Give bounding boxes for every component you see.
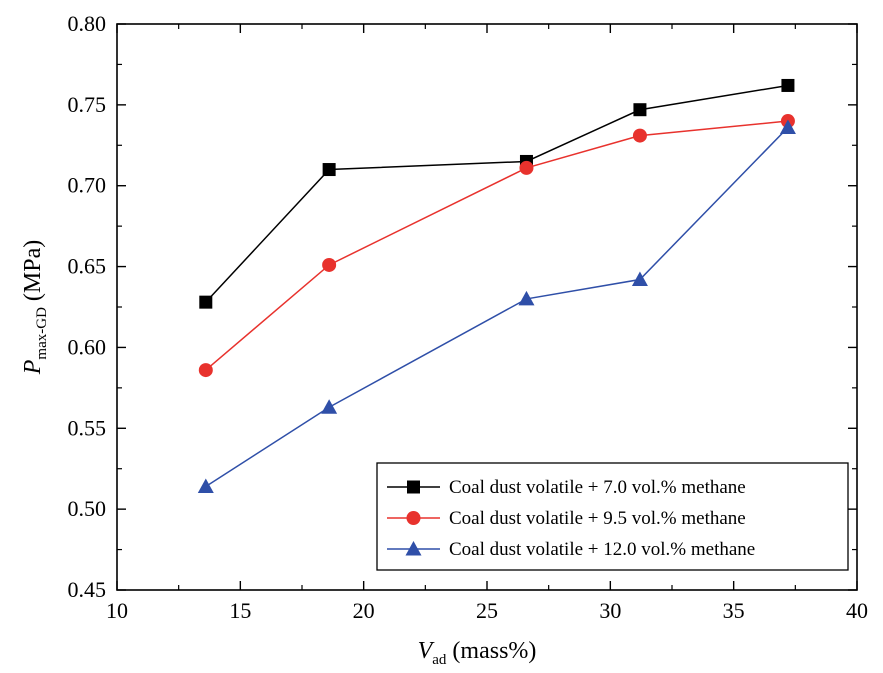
y-tick-label: 0.50 (68, 496, 107, 521)
legend-label: Coal dust volatile + 7.0 vol.% methane (449, 477, 746, 498)
data-point-square (633, 103, 647, 117)
x-axis-title-main: V (418, 638, 435, 664)
y-tick-label: 0.80 (68, 11, 107, 36)
x-tick-label: 25 (476, 598, 498, 623)
y-tick-label: 0.70 (68, 173, 107, 198)
data-point-square (199, 295, 213, 309)
series-line-circle (205, 120, 789, 371)
series-markers (197, 78, 796, 494)
legend-label: Coal dust volatile + 9.5 vol.% methane (449, 508, 746, 529)
x-tick-label: 10 (106, 598, 128, 623)
y-axis-title-sub: max-GD (34, 307, 50, 360)
data-point-triangle (631, 271, 648, 287)
legend-marker-square (407, 480, 420, 494)
legend-box (376, 462, 849, 571)
data-point-triangle (197, 478, 214, 494)
y-tick-label: 0.65 (68, 254, 107, 279)
x-tick-label: 15 (229, 598, 251, 623)
data-point-triangle (518, 290, 535, 306)
legend-label: Coal dust volatile + 12.0 vol.% methane (449, 539, 755, 560)
data-point-square (322, 163, 336, 177)
y-axis-title: Pmax-GD (MPa) (20, 240, 50, 376)
x-axis-title-sub: ad (432, 652, 447, 668)
legend-marker-circle (406, 511, 421, 525)
y-tick-label: 0.55 (68, 415, 107, 440)
plot-frame (116, 23, 858, 591)
y-tick-label: 0.45 (68, 577, 107, 602)
data-point-triangle (779, 119, 796, 134)
data-point-circle (198, 363, 213, 378)
x-axis-title-rest: (mass%) (446, 638, 536, 664)
data-point-circle (632, 128, 647, 143)
series-lines (205, 84, 789, 488)
axis-tick-labels: 10 15 20 25 30 35 40 0.45 0.50 0.55 0.60 0.65 0.70 0.… (68, 11, 869, 623)
x-tick-label: 30 (599, 598, 621, 623)
data-point-circle (519, 160, 534, 175)
y-axis-title-rest: (MPa) (20, 240, 46, 307)
x-tick-label: 40 (846, 598, 868, 623)
data-point-square (781, 78, 795, 92)
data-point-triangle (321, 399, 338, 414)
data-point-circle (322, 257, 337, 272)
legend-marker-triangle (405, 541, 422, 556)
x-tick-label: 35 (723, 598, 745, 623)
y-tick-label: 0.75 (68, 92, 107, 117)
legend: Coal dust volatile + 7.0 vol.% methane Co… (376, 462, 849, 571)
y-tick-label: 0.60 (68, 334, 107, 359)
x-tick-label: 20 (353, 598, 375, 623)
x-axis-title: Vad (mass%) (418, 638, 537, 668)
y-axis-title-main: P (20, 359, 46, 375)
series-line-square (205, 84, 789, 303)
series-line-triangle (205, 126, 789, 488)
